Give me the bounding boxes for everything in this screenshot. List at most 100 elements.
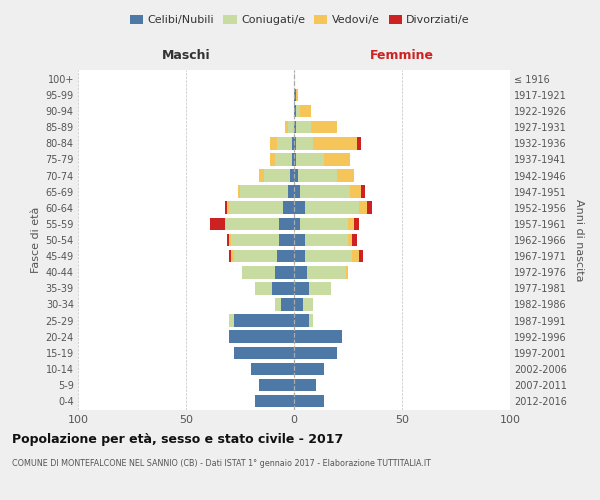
Y-axis label: Anni di nascita: Anni di nascita xyxy=(574,198,584,281)
Bar xyxy=(298,170,337,182)
Bar xyxy=(286,121,287,134)
Bar xyxy=(294,362,324,375)
Bar xyxy=(232,250,233,262)
Bar xyxy=(229,250,232,262)
Bar xyxy=(348,234,352,246)
Bar xyxy=(279,234,294,246)
Bar xyxy=(337,170,355,182)
Bar xyxy=(292,153,294,166)
Bar xyxy=(294,153,296,166)
Bar xyxy=(229,314,233,327)
Bar xyxy=(229,330,294,343)
Bar xyxy=(309,314,313,327)
Bar xyxy=(294,378,316,392)
Bar xyxy=(242,266,275,278)
Bar xyxy=(309,282,331,294)
Bar xyxy=(305,234,348,246)
Bar xyxy=(294,170,298,182)
Bar xyxy=(275,266,294,278)
Bar xyxy=(233,314,294,327)
Bar xyxy=(272,282,294,294)
Bar xyxy=(294,395,324,407)
Bar xyxy=(294,202,305,214)
Bar xyxy=(270,137,277,149)
Bar xyxy=(294,298,302,310)
Bar xyxy=(264,170,290,182)
Bar xyxy=(277,137,292,149)
Bar xyxy=(355,218,359,230)
Bar xyxy=(251,362,294,375)
Bar xyxy=(229,234,232,246)
Bar xyxy=(255,395,294,407)
Bar xyxy=(305,202,359,214)
Bar xyxy=(232,234,279,246)
Bar xyxy=(294,218,301,230)
Bar xyxy=(361,186,365,198)
Bar xyxy=(225,218,279,230)
Bar xyxy=(294,121,296,134)
Bar xyxy=(294,137,296,149)
Bar xyxy=(238,186,240,198)
Bar xyxy=(352,234,356,246)
Bar xyxy=(324,153,350,166)
Bar xyxy=(311,121,337,134)
Bar xyxy=(296,153,324,166)
Bar xyxy=(270,153,275,166)
Bar xyxy=(294,330,341,343)
Bar xyxy=(229,202,283,214)
Bar xyxy=(313,137,356,149)
Bar xyxy=(301,218,348,230)
Bar xyxy=(227,202,229,214)
Bar xyxy=(350,186,361,198)
Bar xyxy=(296,137,313,149)
Bar xyxy=(233,250,277,262)
Bar xyxy=(301,105,311,118)
Bar xyxy=(259,170,264,182)
Bar xyxy=(294,282,309,294)
Bar xyxy=(287,121,294,134)
Bar xyxy=(301,186,350,198)
Bar xyxy=(259,378,294,392)
Bar xyxy=(359,250,363,262)
Bar xyxy=(233,346,294,359)
Text: COMUNE DI MONTEFALCONE NEL SANNIO (CB) - Dati ISTAT 1° gennaio 2017 - Elaborazio: COMUNE DI MONTEFALCONE NEL SANNIO (CB) -… xyxy=(12,459,431,468)
Bar xyxy=(275,153,292,166)
Bar xyxy=(305,250,352,262)
Bar xyxy=(307,266,346,278)
Text: Popolazione per età, sesso e stato civile - 2017: Popolazione per età, sesso e stato civil… xyxy=(12,432,343,446)
Bar xyxy=(296,105,301,118)
Bar xyxy=(294,186,301,198)
Bar xyxy=(227,234,229,246)
Bar xyxy=(225,202,227,214)
Bar xyxy=(255,282,272,294)
Bar xyxy=(240,186,287,198)
Bar xyxy=(292,137,294,149)
Bar xyxy=(283,202,294,214)
Bar xyxy=(296,121,311,134)
Bar xyxy=(279,218,294,230)
Bar xyxy=(359,202,367,214)
Bar xyxy=(277,250,294,262)
Bar xyxy=(296,88,298,102)
Bar xyxy=(294,314,309,327)
Legend: Celibi/Nubili, Coniugati/e, Vedovi/e, Divorziati/e: Celibi/Nubili, Coniugati/e, Vedovi/e, Di… xyxy=(125,10,475,30)
Bar xyxy=(275,298,281,310)
Bar xyxy=(294,346,337,359)
Bar xyxy=(210,218,225,230)
Bar xyxy=(356,137,361,149)
Bar xyxy=(294,266,307,278)
Bar xyxy=(352,250,359,262)
Bar xyxy=(294,88,296,102)
Bar xyxy=(281,298,294,310)
Y-axis label: Fasce di età: Fasce di età xyxy=(31,207,41,273)
Bar xyxy=(346,266,348,278)
Bar xyxy=(294,105,296,118)
Bar xyxy=(348,218,355,230)
Bar xyxy=(302,298,313,310)
Bar xyxy=(294,234,305,246)
Bar xyxy=(367,202,372,214)
Bar xyxy=(287,186,294,198)
Bar xyxy=(294,250,305,262)
Text: Maschi: Maschi xyxy=(161,50,211,62)
Bar xyxy=(290,170,294,182)
